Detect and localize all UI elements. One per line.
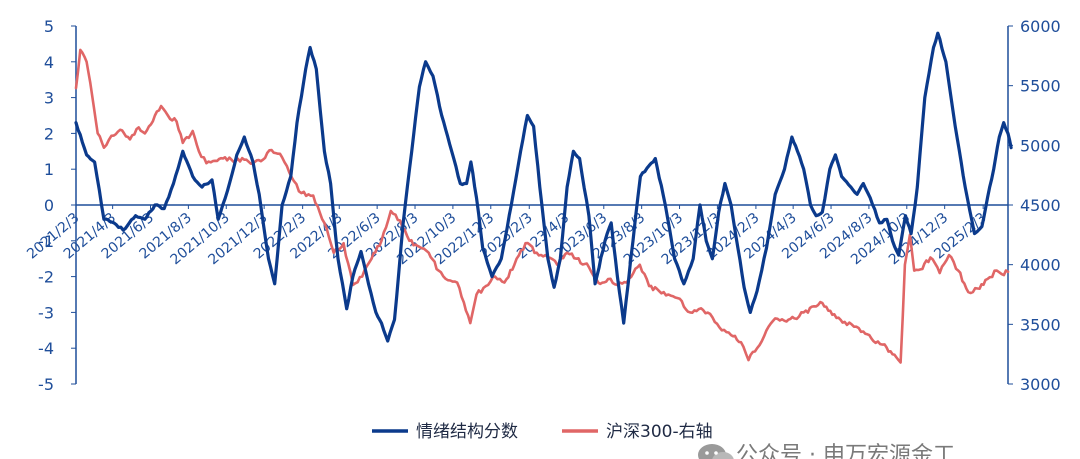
- watermark: 公众号 · 申万宏源金工: [698, 443, 955, 459]
- left-tick-label: -5: [38, 375, 54, 394]
- legend: 情绪结构分数 沪深300-右轴: [372, 422, 713, 442]
- series-layer: [74, 31, 1013, 364]
- legend-label-hs300: 沪深300-右轴: [606, 422, 713, 442]
- right-tick-label: 5500: [1020, 77, 1061, 96]
- right-tick-label: 4000: [1020, 256, 1061, 275]
- left-tick-label: 4: [44, 53, 54, 72]
- left-tick-label: 0: [44, 196, 54, 215]
- left-tick-label: -4: [38, 339, 54, 358]
- left-tick-label: 5: [44, 17, 54, 36]
- right-tick-label: 4500: [1020, 196, 1061, 215]
- series-line-score: [74, 31, 1013, 343]
- right-tick-label: 5000: [1020, 136, 1061, 155]
- left-tick-label: -3: [38, 303, 54, 322]
- right-tick-label: 6000: [1020, 17, 1061, 36]
- legend-label-score: 情绪结构分数: [416, 422, 518, 442]
- left-tick-label: -2: [38, 268, 54, 287]
- series-line-hs300: [74, 48, 1010, 364]
- left-tick-label: -1: [38, 232, 54, 251]
- right-tick-label: 3500: [1020, 315, 1061, 334]
- left-tick-label: 1: [44, 160, 54, 179]
- left-tick-label: 2: [44, 124, 54, 143]
- watermark-text: 公众号 · 申万宏源金工: [736, 443, 955, 459]
- wechat-icon: [698, 444, 734, 459]
- right-tick-label: 3000: [1020, 375, 1061, 394]
- left-tick-label: 3: [44, 89, 54, 108]
